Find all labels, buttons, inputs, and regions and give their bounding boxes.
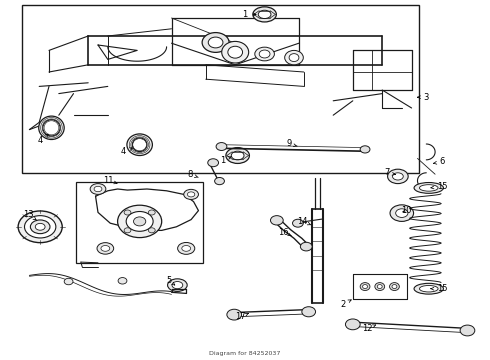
Ellipse shape [377,284,382,289]
Ellipse shape [101,246,110,251]
Text: 7: 7 [385,168,395,177]
Ellipse shape [395,209,408,217]
Bar [76,182,203,263]
Ellipse shape [133,217,146,226]
Ellipse shape [227,309,242,320]
Ellipse shape [177,243,195,254]
Ellipse shape [345,319,360,330]
Ellipse shape [182,246,191,251]
Ellipse shape [302,307,316,317]
Ellipse shape [216,143,227,150]
Ellipse shape [132,138,147,152]
Ellipse shape [289,54,299,62]
Text: 12: 12 [362,324,376,333]
Ellipse shape [215,177,224,185]
Ellipse shape [35,223,45,230]
Text: 15: 15 [431,182,447,191]
Text: 13: 13 [23,210,37,220]
Text: 17: 17 [235,312,248,321]
Ellipse shape [39,116,64,139]
Bar [22,5,419,173]
Text: 16: 16 [278,228,292,237]
Text: 14: 14 [297,217,311,226]
Text: 8: 8 [188,170,198,179]
Text: 11: 11 [103,176,117,185]
Ellipse shape [208,37,223,48]
Text: 2: 2 [341,300,351,309]
Ellipse shape [168,279,187,292]
Ellipse shape [118,205,162,238]
Ellipse shape [127,134,152,156]
Ellipse shape [363,284,368,289]
Text: 15: 15 [431,284,447,293]
Ellipse shape [390,205,414,221]
Ellipse shape [460,325,475,336]
Ellipse shape [390,283,399,291]
Ellipse shape [255,47,274,61]
Ellipse shape [253,7,276,22]
Ellipse shape [208,159,219,167]
Ellipse shape [24,216,56,238]
Text: 9: 9 [287,139,297,148]
Ellipse shape [148,228,155,233]
Ellipse shape [64,278,73,285]
Ellipse shape [419,185,438,191]
Ellipse shape [124,228,131,233]
Text: 1: 1 [243,10,256,19]
Ellipse shape [375,283,385,291]
Ellipse shape [300,242,312,251]
Text: 3: 3 [417,93,429,102]
Text: 4: 4 [121,148,132,156]
Ellipse shape [118,278,127,284]
Ellipse shape [360,283,370,291]
Ellipse shape [258,10,271,18]
Ellipse shape [285,50,303,65]
Ellipse shape [124,210,131,215]
Ellipse shape [392,284,397,289]
Text: 6: 6 [434,157,444,166]
Ellipse shape [94,186,102,192]
Ellipse shape [184,189,198,199]
Text: 10: 10 [401,206,412,215]
Ellipse shape [187,192,195,197]
Ellipse shape [270,216,283,225]
Text: 1: 1 [220,156,231,165]
Ellipse shape [90,184,106,194]
Ellipse shape [202,33,229,52]
Ellipse shape [43,120,60,136]
Ellipse shape [259,50,270,58]
Ellipse shape [148,210,155,215]
Text: 4: 4 [38,134,49,145]
Ellipse shape [30,220,50,234]
Ellipse shape [226,148,249,163]
Ellipse shape [419,285,438,292]
Ellipse shape [231,151,244,160]
Ellipse shape [293,219,303,227]
Ellipse shape [97,243,114,254]
Ellipse shape [414,283,443,294]
Ellipse shape [392,173,403,180]
Ellipse shape [360,146,370,153]
Ellipse shape [388,169,408,184]
Ellipse shape [172,282,183,289]
Ellipse shape [18,211,62,243]
Ellipse shape [126,211,153,231]
Ellipse shape [221,41,248,63]
Ellipse shape [228,46,243,58]
Text: 5: 5 [167,276,175,285]
Text: Diagram for 84252037: Diagram for 84252037 [209,351,281,356]
Ellipse shape [414,183,443,193]
